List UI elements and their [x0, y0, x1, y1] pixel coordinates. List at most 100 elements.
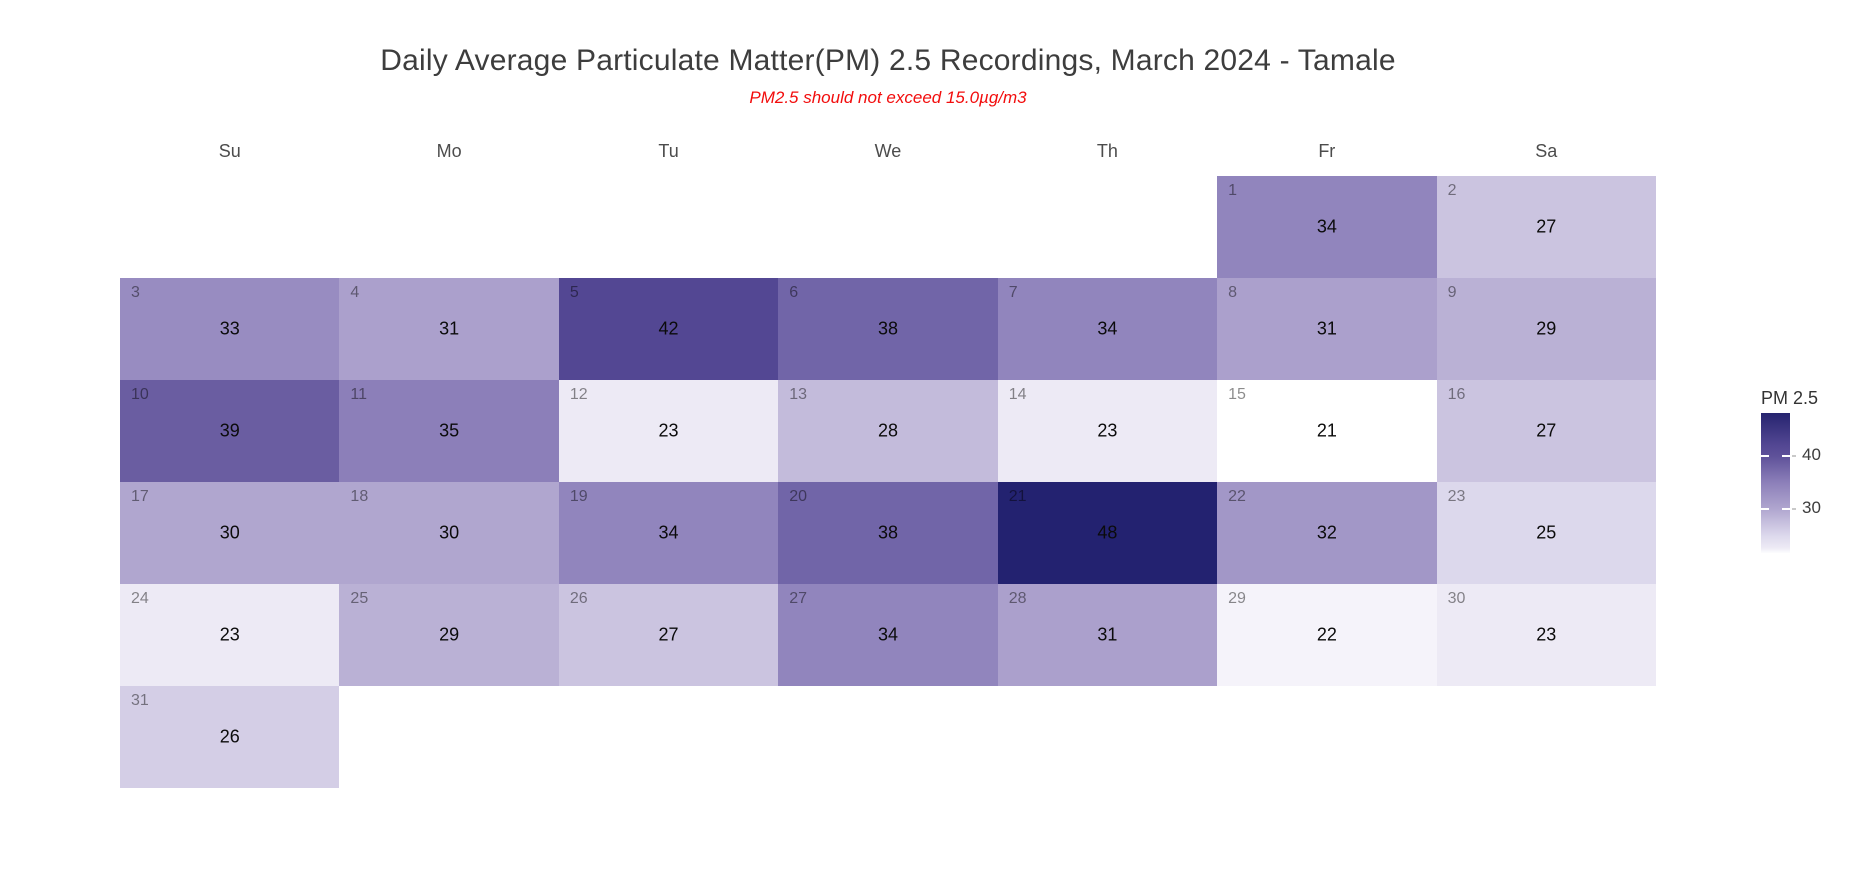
- calendar-day-21-cell: 21 48: [997, 482, 1218, 584]
- calendar-day-19-cell: 19 34: [558, 482, 779, 584]
- pm25-value: 34: [658, 522, 679, 543]
- weekday-header-fr: Fr: [1318, 141, 1336, 161]
- day-number: 17: [131, 488, 149, 505]
- weekday-header-row: Su Mo Tu We Th Fr Sa: [120, 141, 1656, 162]
- pm25-value: 29: [439, 624, 460, 645]
- day-number: 26: [569, 590, 588, 607]
- legend-tick-mark: [1792, 454, 1796, 457]
- day-number: 10: [131, 386, 149, 403]
- calendar-day-27-cell: 27 34: [778, 584, 998, 686]
- pm25-value: 31: [1316, 318, 1337, 339]
- pm25-value: 23: [219, 624, 240, 645]
- pm25-value: 38: [877, 318, 898, 339]
- calendar-day-7-cell: 7 34: [997, 278, 1218, 380]
- day-number: 31: [131, 692, 149, 709]
- pm25-value: 21: [1316, 420, 1337, 441]
- pm25-value: 22: [1316, 624, 1337, 645]
- day-number: 30: [1447, 590, 1466, 607]
- calendar-day-9-cell: 9 29: [1436, 278, 1656, 380]
- day-number: 23: [1447, 488, 1466, 505]
- calendar-day-3-cell: 3 33: [120, 278, 340, 380]
- day-number: 18: [350, 488, 369, 505]
- calendar-day-29-cell: 29 22: [1217, 584, 1437, 686]
- day-number: 24: [131, 590, 149, 607]
- pm25-value: 48: [1097, 522, 1118, 543]
- pm25-value: 31: [1097, 624, 1118, 645]
- pm25-value: 33: [219, 318, 240, 339]
- chart-title: Daily Average Particulate Matter(PM) 2.5…: [380, 44, 1396, 77]
- day-number: 9: [1447, 284, 1457, 301]
- legend-title: PM 2.5: [1761, 388, 1819, 408]
- pm25-value: 38: [877, 522, 898, 543]
- pm25-value: 42: [658, 318, 679, 339]
- pm25-value: 27: [1536, 420, 1557, 441]
- legend-tick-label: 40: [1802, 444, 1821, 464]
- day-number: 8: [1228, 284, 1238, 301]
- calendar-day-8-cell: 8 31: [1217, 278, 1437, 380]
- calendar-day-5-cell: 5 42: [558, 278, 779, 380]
- pm25-value: 30: [439, 522, 460, 543]
- legend-tick-mark: [1761, 454, 1769, 457]
- pm25-value: 34: [1316, 216, 1337, 237]
- calendar-day-18-cell: 18 30: [339, 482, 559, 584]
- calendar-day-23-cell: 23 25: [1436, 482, 1656, 584]
- weekday-header-sa: Sa: [1535, 141, 1558, 161]
- calendar-day-20-cell: 20 38: [778, 482, 998, 584]
- day-number: 14: [1008, 386, 1027, 403]
- legend-tick-mark: [1761, 508, 1769, 511]
- day-number: 6: [789, 284, 799, 301]
- day-number: 15: [1228, 386, 1246, 403]
- day-number: 19: [569, 488, 588, 505]
- pm25-value: 39: [219, 420, 240, 441]
- calendar-day-28-cell: 28 31: [997, 584, 1218, 686]
- weekday-header-we: We: [874, 141, 902, 161]
- day-number: 12: [569, 386, 588, 403]
- pm25-value: 31: [439, 318, 460, 339]
- calendar-day-11-cell: 11 35: [339, 380, 559, 482]
- pm25-value: 29: [1536, 318, 1557, 339]
- legend-tick-mark: [1792, 508, 1796, 511]
- legend-tick-mark: [1782, 508, 1790, 511]
- day-number: 1: [1228, 182, 1238, 199]
- pm25-value: 23: [1536, 624, 1557, 645]
- pm25-value: 26: [219, 726, 240, 747]
- weekday-header-tu: Tu: [658, 141, 679, 161]
- calendar-day-22-cell: 22 32: [1217, 482, 1437, 584]
- weekday-header-su: Su: [218, 141, 241, 161]
- day-number: 21: [1008, 488, 1027, 505]
- day-number: 28: [1008, 590, 1027, 607]
- weekday-header-mo: Mo: [436, 141, 462, 161]
- day-number: 16: [1447, 386, 1466, 403]
- day-number: 25: [350, 590, 369, 607]
- day-number: 11: [350, 386, 368, 403]
- pm25-value: 34: [877, 624, 898, 645]
- calendar-day-16-cell: 16 27: [1436, 380, 1656, 482]
- calendar-day-24-cell: 24 23: [120, 584, 340, 686]
- legend-tick-label: 30: [1802, 498, 1821, 518]
- day-number: 22: [1228, 488, 1246, 505]
- calendar-day-10-cell: 10 39: [120, 380, 340, 482]
- calendar-day-30-cell: 30 23: [1436, 584, 1656, 686]
- day-number: 29: [1228, 590, 1246, 607]
- chart-subtitle-threshold-note: PM2.5 should not exceed 15.0µg/m3: [749, 88, 1027, 107]
- pm25-value: 28: [877, 420, 898, 441]
- legend: PM 2.5 40 30: [1761, 388, 1851, 578]
- calendar-day-15-cell: 15 21: [1217, 380, 1437, 482]
- calendar-day-14-cell: 14 23: [997, 380, 1218, 482]
- day-number: 5: [569, 284, 579, 301]
- calendar-day-17-cell: 17 30: [120, 482, 340, 584]
- day-number: 27: [789, 590, 808, 607]
- pm25-value: 35: [439, 420, 460, 441]
- calendar-day-26-cell: 26 27: [558, 584, 779, 686]
- calendar-day-4-cell: 4 31: [339, 278, 559, 380]
- pm25-value: 25: [1536, 522, 1557, 543]
- day-number: 2: [1447, 182, 1457, 199]
- pm25-value: 23: [1097, 420, 1118, 441]
- calendar-day-12-cell: 12 23: [558, 380, 779, 482]
- calendar-day-1-cell: 1 34: [1217, 176, 1437, 278]
- calendar-day-6-cell: 6 38: [778, 278, 998, 380]
- day-number: 4: [350, 284, 360, 301]
- calendar-day-31-cell: 31 26: [120, 686, 340, 788]
- pm25-value: 30: [219, 522, 240, 543]
- calendar-day-13-cell: 13 28: [778, 380, 998, 482]
